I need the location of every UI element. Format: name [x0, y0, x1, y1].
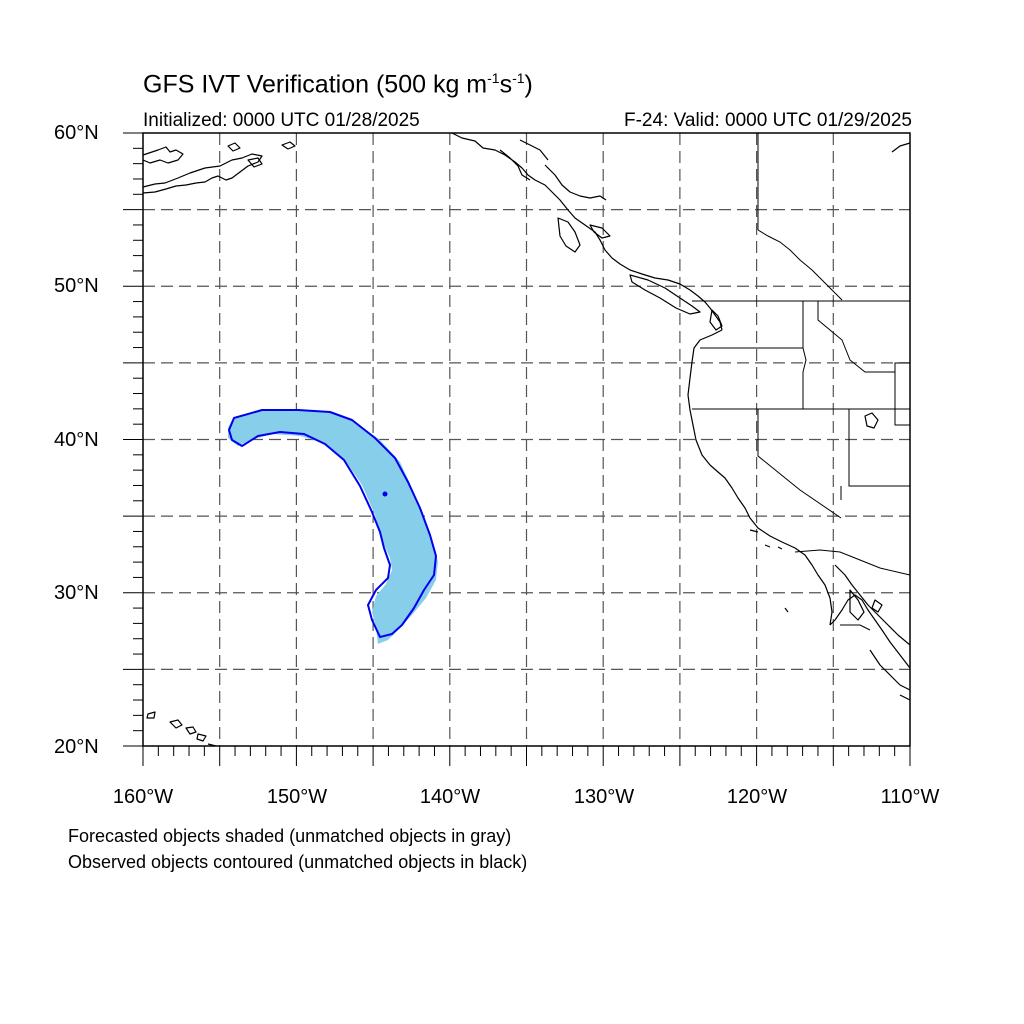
lon-label-150w: 150°W [266, 786, 328, 808]
observed-ivt-contour [228, 409, 437, 638]
lat-label-60n: 60°N [54, 122, 99, 144]
lat-label-50n: 50°N [54, 275, 99, 297]
plot-frame [142, 132, 911, 747]
lat-label-20n: 20°N [54, 736, 99, 758]
lon-label-130w: 130°W [573, 786, 635, 808]
map-title: GFS IVT Verification (500 kg m-1s-1) [143, 70, 533, 99]
forecast-note: Forecasted objects shaded (unmatched obj… [68, 826, 512, 846]
lon-label-140w: 140°W [419, 786, 481, 808]
init-time-label: Initialized: 0000 UTC 01/28/2025 [143, 110, 420, 131]
forecast-ivt-object [228, 409, 438, 644]
lat-label-40n: 40°N [54, 429, 99, 451]
valid-time-label: F-24: Valid: 0000 UTC 01/29/2025 [624, 110, 912, 131]
lon-label-160w: 160°W [112, 786, 174, 808]
observed-note: Observed objects contoured (unmatched ob… [68, 852, 528, 872]
political-borders [692, 133, 911, 631]
lon-label-110w: 110°W [880, 786, 940, 808]
gridlines [143, 133, 910, 746]
tick-marks [123, 132, 911, 766]
lat-label-30n: 30°N [54, 582, 99, 604]
observed-point [382, 491, 388, 497]
coastlines [142, 132, 911, 747]
lon-label-120w: 120°W [726, 786, 788, 808]
